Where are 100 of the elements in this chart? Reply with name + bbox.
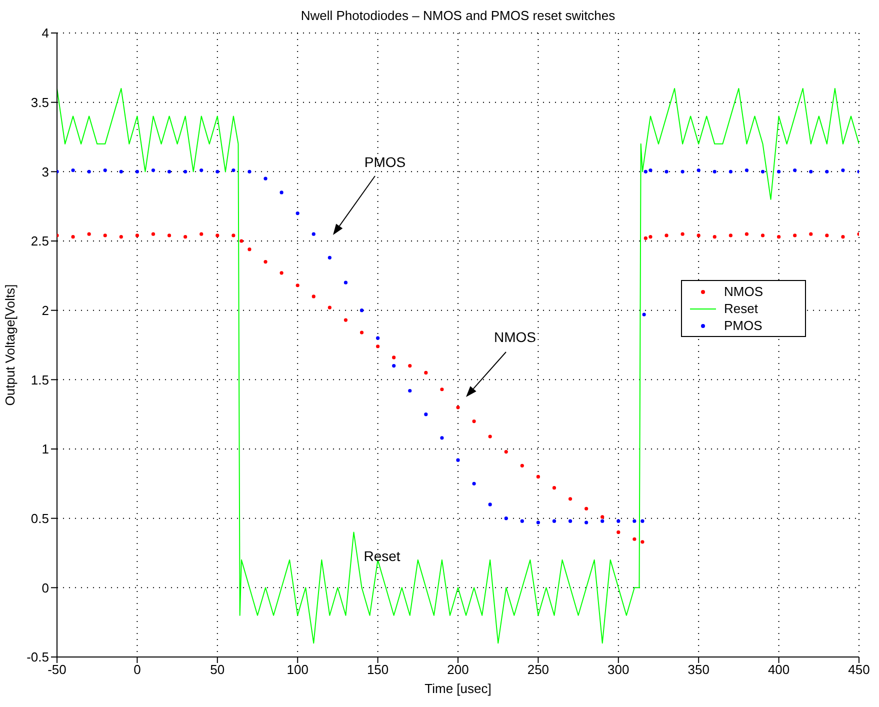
chart-title: Nwell Photodiodes – NMOS and PMOS reset switches xyxy=(300,8,616,23)
point xyxy=(119,170,123,174)
point xyxy=(696,234,700,238)
point xyxy=(328,306,332,310)
point xyxy=(328,256,332,260)
point xyxy=(744,232,749,236)
y-tick-label: 4 xyxy=(42,26,49,41)
x-tick-label: 450 xyxy=(848,662,870,678)
point xyxy=(664,170,668,174)
legend-label: Reset xyxy=(724,300,758,317)
point xyxy=(640,540,644,544)
point xyxy=(616,530,620,534)
x-tick-label: 400 xyxy=(768,662,790,678)
point xyxy=(520,519,524,523)
point xyxy=(264,260,268,264)
point xyxy=(312,232,316,236)
point xyxy=(360,308,364,312)
point xyxy=(456,406,460,410)
point xyxy=(312,294,316,298)
point xyxy=(642,312,646,316)
y-tick-label: 3 xyxy=(42,164,49,180)
annotation: PMOS xyxy=(363,154,407,170)
point xyxy=(119,235,123,239)
y-tick-label: 0.5 xyxy=(30,510,49,526)
point xyxy=(200,168,204,172)
point xyxy=(232,168,236,172)
point xyxy=(777,235,781,239)
annotation: Reset xyxy=(362,548,402,564)
point xyxy=(648,235,652,239)
point xyxy=(825,234,829,238)
x-tick-label: 100 xyxy=(286,662,308,678)
point xyxy=(240,239,244,243)
legend-label: NMOS xyxy=(724,283,763,300)
point xyxy=(71,168,75,172)
point xyxy=(728,234,732,238)
point xyxy=(135,234,139,238)
point xyxy=(296,211,300,216)
point xyxy=(392,364,396,368)
point xyxy=(536,474,540,479)
point xyxy=(472,482,476,486)
x-tick-label: 150 xyxy=(366,662,389,678)
point xyxy=(408,364,412,368)
point xyxy=(841,168,845,172)
point xyxy=(632,537,636,541)
point xyxy=(777,170,781,174)
point xyxy=(809,232,813,236)
point xyxy=(728,170,732,174)
legend-label: PMOS xyxy=(724,317,762,334)
y-tick-label: 0 xyxy=(42,580,49,596)
point xyxy=(392,356,396,360)
point xyxy=(376,344,380,348)
point xyxy=(712,235,716,239)
point xyxy=(488,502,492,506)
point xyxy=(648,168,652,172)
point xyxy=(167,234,172,238)
point xyxy=(760,234,765,238)
point xyxy=(167,170,172,174)
point xyxy=(456,458,460,462)
point xyxy=(440,388,444,392)
point xyxy=(488,434,492,438)
point xyxy=(712,170,716,174)
point xyxy=(135,170,139,174)
point xyxy=(632,519,636,523)
point xyxy=(644,170,648,174)
point xyxy=(841,235,845,239)
x-tick-label: 0 xyxy=(134,662,141,678)
x-axis-title: Time [usec] xyxy=(424,681,492,696)
point xyxy=(344,318,348,322)
y-tick-label: 3.5 xyxy=(30,94,49,110)
y-tick-label: 2.5 xyxy=(30,234,49,249)
y-tick-label: 1.5 xyxy=(30,372,49,388)
point xyxy=(568,519,572,523)
point xyxy=(664,234,668,238)
point xyxy=(809,170,813,174)
point xyxy=(584,506,588,510)
line-series xyxy=(57,88,859,644)
point xyxy=(793,234,797,238)
point xyxy=(568,497,572,501)
point xyxy=(360,330,364,334)
point xyxy=(440,436,444,440)
point xyxy=(151,168,156,172)
point xyxy=(71,235,75,239)
point xyxy=(296,284,300,288)
x-tick-label: 300 xyxy=(608,662,630,678)
x-tick-label: 350 xyxy=(688,662,710,678)
point xyxy=(680,170,684,174)
point xyxy=(87,170,91,174)
point xyxy=(825,170,829,174)
x-tick-label: 250 xyxy=(527,662,550,678)
point xyxy=(184,170,188,174)
point xyxy=(584,520,588,524)
point xyxy=(793,168,797,172)
point xyxy=(504,516,508,520)
y-tick-label: -0.5 xyxy=(26,650,49,665)
point xyxy=(200,232,204,236)
point xyxy=(264,176,268,180)
annotation: NMOS xyxy=(493,329,537,345)
point xyxy=(552,486,556,490)
x-tick-label: 50 xyxy=(210,662,225,678)
point xyxy=(280,271,284,275)
